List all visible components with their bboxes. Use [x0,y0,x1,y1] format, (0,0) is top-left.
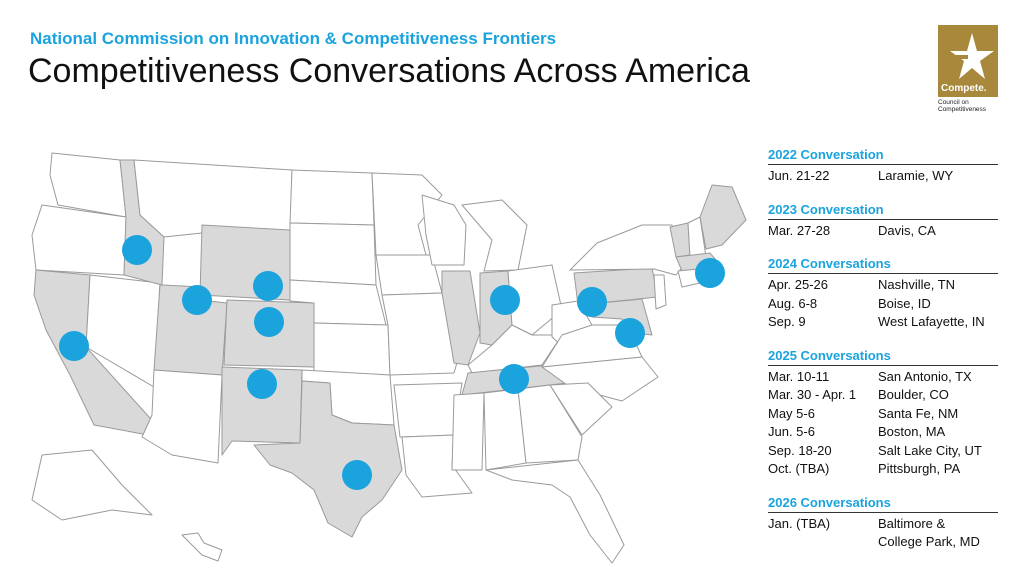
marker-baltimore-md [615,318,645,348]
marker-boulder-co [254,307,284,337]
compete-logo: Compete. Council on Competitiveness [938,25,1008,113]
page-subtitle: National Commission on Innovation & Comp… [30,29,557,48]
state-alaska [31,449,153,521]
marker-boise-id [122,235,152,265]
schedule-row: Oct. (TBA) Pittsburgh, PA [768,460,1018,479]
schedule-2025: 2025 Conversations Mar. 10-11 San Antoni… [768,347,1018,479]
event-place: San Antonio, TX [878,368,972,384]
schedule-row: Sep. 9 West Lafayette, IN [768,313,1018,332]
schedule-row: Mar. 10-11 San Antonio, TX [768,368,1018,387]
event-place: Santa Fe, NM [878,405,959,421]
event-place: Baltimore & College Park, MD [878,515,980,550]
us-map [31,152,747,564]
marker-salt-lake-city-ut [182,285,212,315]
state-new-york [569,224,685,276]
logo-subtext: Council on Competitiveness [938,99,987,113]
event-place: Davis, CA [878,222,936,238]
state-arkansas [393,382,463,438]
divider [768,273,998,274]
event-date: Apr. 25-26 [768,277,828,292]
state-arizona [141,369,223,464]
event-date: Aug. 6-8 [768,295,818,311]
state-south-carolina [549,382,613,436]
state-washington [49,152,127,218]
schedule-heading: 2024 Conversations [768,256,891,271]
schedule-heading: 2026 Conversations [768,494,891,510]
schedule-2023: 2023 Conversation Mar. 27-28 Davis, CA [768,201,1018,241]
schedule-row: Mar. 27-28 Davis, CA [768,222,1018,241]
schedule-2024: 2024 Conversations Apr. 25-26 Nashville,… [768,255,1018,332]
state-new-mexico [221,366,303,456]
event-date: Mar. 27-28 [768,222,831,238]
marker-san-antonio-tx [342,460,372,490]
event-date: Mar. 10-11 [768,368,830,384]
event-place: Boston, MA [878,424,946,439]
marker-west-lafayette-in [490,285,520,315]
marker-pittsburgh-pa [577,287,607,317]
state-maine [699,184,747,250]
schedule-heading: 2023 Conversation [768,201,884,217]
divider [768,164,998,165]
schedule-row: Jun. 5-6 Boston, MA [768,423,1018,442]
schedule-row: Mar. 30 - Apr. 1 Boulder, CO [768,386,1018,405]
state-ohio [507,264,563,336]
schedule-list: 2022 Conversation Jun. 21-22 Laramie, WY… [768,146,1018,567]
divider [768,511,998,513]
event-date: Jan. (TBA) [768,515,831,531]
event-date: May 5-6 [768,405,815,421]
page-title: Competitiveness Conversations Across Ame… [28,52,750,90]
schedule-row: Apr. 25-26 Nashville, TN [768,276,1018,295]
event-date: Mar. 30 - Apr. 1 [768,387,857,402]
event-place: Pittsburgh, PA [878,461,961,476]
event-date: Jun. 21-22 [768,168,830,183]
schedule-2026: 2026 Conversations Jan. (TBA) Baltimore … [768,494,1018,552]
schedule-row: Jan. (TBA) Baltimore & College Park, MD [768,515,1018,552]
divider [768,218,998,220]
schedule-row: Sep. 18-20 Salt Lake City, UT [768,442,1018,461]
schedule-2022: 2022 Conversation Jun. 21-22 Laramie, WY [768,146,1018,186]
divider [768,364,998,366]
event-place: Boulder, CO [878,387,949,402]
state-florida [485,459,625,564]
schedule-row: Aug. 6-8 Boise, ID [768,295,1018,314]
state-oregon [31,204,127,276]
event-date: Jun. 5-6 [768,424,815,439]
marker-davis-ca [59,331,89,361]
state-north-dakota [289,169,375,226]
state-new-jersey [653,274,667,310]
event-place: Laramie, WY [878,168,954,183]
event-date: Sep. 18-20 [768,442,832,458]
schedule-heading: 2022 Conversation [768,147,884,162]
logo-badge: Compete. [938,25,998,97]
marker-santa-fe-nm [247,369,277,399]
event-place: Salt Lake City, UT [878,442,982,458]
star-icon [938,33,994,79]
state-south-dakota [289,222,377,286]
state-michigan [461,199,528,272]
marker-boston-ma [695,258,725,288]
state-texas [253,380,403,538]
schedule-heading: 2025 Conversations [768,347,891,363]
event-date: Oct. (TBA) [768,461,830,476]
logo-word: Compete. [941,83,987,94]
marker-laramie-wy [253,271,283,301]
marker-nashville-tn [499,364,529,394]
event-place: Nashville, TN [878,277,956,292]
state-kansas [313,322,391,376]
schedule-row: Jun. 21-22 Laramie, WY [768,167,1018,186]
state-georgia [517,384,583,464]
event-date: Sep. 9 [768,314,806,329]
state-mississippi [451,392,485,471]
state-wisconsin [421,194,467,266]
event-place: West Lafayette, IN [878,314,985,329]
schedule-row: May 5-6 Santa Fe, NM [768,405,1018,424]
state-hawaii [181,532,223,562]
state-north-carolina [541,356,659,402]
event-place: Boise, ID [878,295,931,311]
